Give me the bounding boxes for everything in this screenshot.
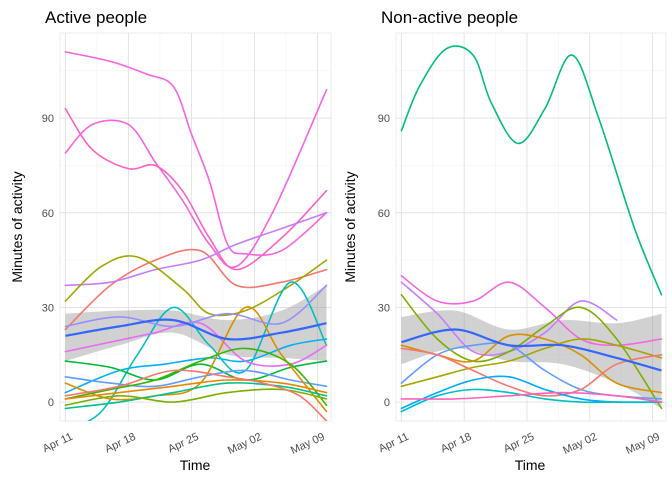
series-line-8: [86, 281, 328, 421]
y-tick-label: 30: [42, 302, 54, 314]
non-active-people-confidence-band: [401, 310, 662, 409]
series-line-13: [64, 347, 328, 406]
series-line-16: [64, 284, 328, 328]
series-line-14: [64, 382, 328, 410]
series-line-12: [64, 306, 328, 413]
series-line-5: [64, 212, 328, 287]
trend-confidence-band: [401, 310, 662, 409]
series-line-6: [64, 255, 328, 317]
y-tick-label: 30: [378, 302, 390, 314]
active-people-title: Active people: [45, 8, 147, 27]
y-tick-label: 90: [378, 113, 390, 125]
series-line-1: [400, 45, 663, 296]
y-tick-label: 0: [384, 397, 390, 409]
non-active-people-series: [400, 45, 663, 413]
trend-line: [401, 328, 662, 372]
non-active-people-title: Non-active people: [381, 8, 518, 27]
y-tick-label: 90: [42, 113, 54, 125]
series-line-5: [400, 338, 663, 388]
trend-line: [65, 318, 327, 341]
series-line-11: [400, 391, 663, 403]
y-tick-label: 60: [378, 208, 390, 220]
y-tick-label: 60: [42, 208, 54, 220]
non-active-people-trend: [401, 328, 662, 372]
series-line-3: [64, 107, 328, 271]
series-line-10: [400, 388, 663, 413]
series-line-4: [64, 248, 328, 331]
series-line-2: [64, 89, 328, 269]
series-line-11: [64, 369, 328, 388]
active-people-series: [64, 51, 328, 421]
series-line-8: [400, 347, 663, 397]
active-people-gridlines: [60, 33, 331, 421]
active-people-y-axis-label: Minutes of activity: [9, 171, 25, 282]
active-people-trend: [65, 318, 327, 341]
series-line-18: [64, 369, 328, 421]
series-line-15: [64, 379, 328, 400]
non-active-people-x-axis-label: Time: [515, 457, 546, 473]
non-active-people-y-axis-label: Minutes of activity: [342, 171, 358, 282]
y-tick-label: 0: [48, 397, 54, 409]
active-people-x-axis-label: Time: [180, 457, 211, 473]
